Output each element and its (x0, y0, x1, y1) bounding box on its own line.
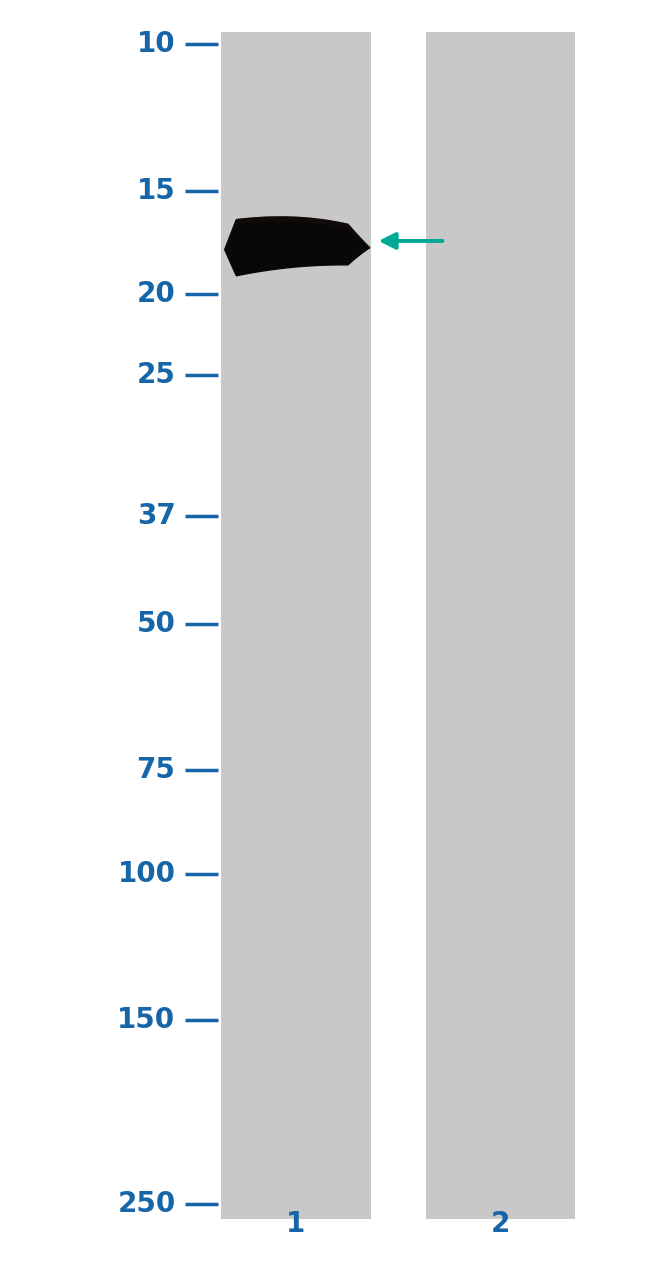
Text: 15: 15 (136, 177, 176, 204)
Text: 150: 150 (118, 1006, 176, 1034)
Text: 50: 50 (136, 610, 176, 639)
Bar (426, 32, 575, 1219)
Text: 1: 1 (286, 1210, 306, 1238)
Text: 75: 75 (136, 756, 176, 785)
Text: 25: 25 (136, 361, 176, 389)
Text: 100: 100 (118, 860, 176, 888)
Text: 37: 37 (136, 502, 176, 530)
Text: 2: 2 (491, 1210, 510, 1238)
Text: 250: 250 (117, 1190, 176, 1218)
Text: 10: 10 (137, 30, 176, 58)
Text: 20: 20 (136, 281, 176, 309)
Bar (221, 32, 370, 1219)
